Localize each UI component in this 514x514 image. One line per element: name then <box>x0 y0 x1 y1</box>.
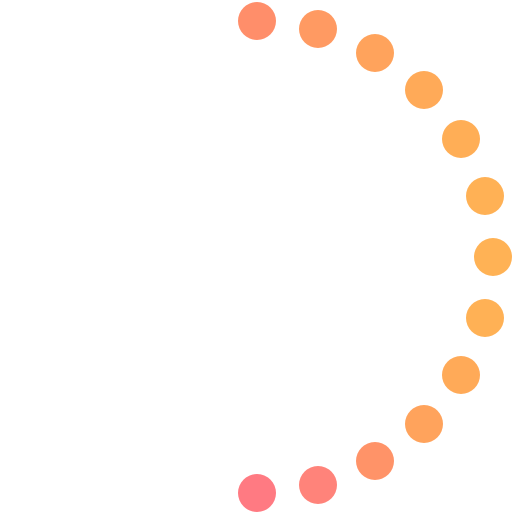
spinner-dot <box>465 176 504 215</box>
spinner-dot <box>238 2 276 40</box>
spinner-dot <box>299 10 338 49</box>
spinner-dot <box>465 299 504 338</box>
spinner-dot <box>299 465 338 504</box>
spinner-dot <box>356 442 394 481</box>
spinner-dot <box>404 71 443 110</box>
spinner-dot <box>356 33 394 72</box>
spinner-dot <box>238 474 276 512</box>
spinner-dot <box>442 356 481 394</box>
spinner-dot <box>404 404 443 443</box>
spinner-dot <box>474 238 512 276</box>
spinner-dot <box>442 120 481 158</box>
